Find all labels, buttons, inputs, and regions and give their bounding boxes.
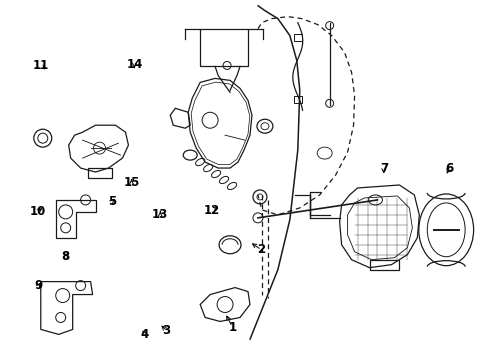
Text: 9: 9 [34, 279, 42, 292]
Text: 8: 8 [61, 249, 70, 262]
Bar [87, 168, 111, 178]
Text: 2: 2 [257, 243, 265, 256]
Text: 12: 12 [203, 204, 220, 217]
Text: 13: 13 [152, 208, 168, 221]
Bar [200, 28, 247, 67]
Text: 14: 14 [126, 58, 142, 71]
Text: 1: 1 [228, 320, 236, 333]
Text: 10: 10 [29, 205, 45, 218]
Bar [369, 260, 399, 270]
Text: 6: 6 [444, 162, 452, 175]
Bar [293, 33, 301, 41]
Text: 4: 4 [140, 328, 148, 341]
Text: 11: 11 [33, 59, 49, 72]
Text: 5: 5 [108, 195, 116, 208]
Text: 7: 7 [379, 162, 387, 175]
Text: 3: 3 [162, 324, 170, 337]
Text: 15: 15 [123, 176, 140, 189]
Bar [293, 96, 301, 103]
